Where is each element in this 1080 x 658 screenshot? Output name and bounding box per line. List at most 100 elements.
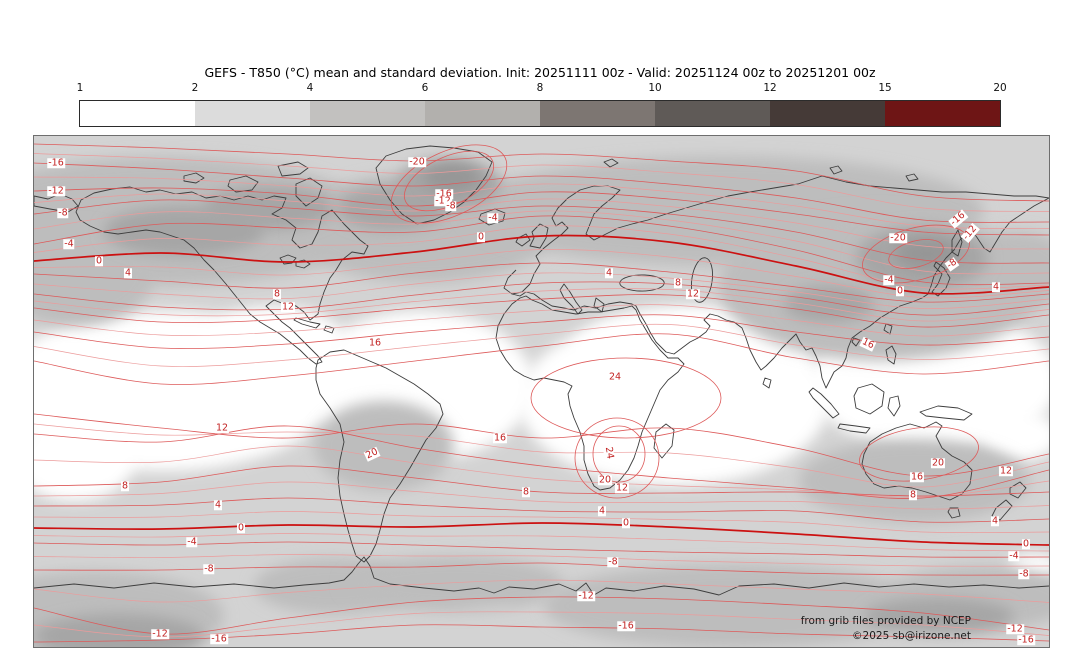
- page-title: GEFS - T850 (°C) mean and standard devia…: [204, 65, 876, 80]
- contour-label: -20: [408, 156, 426, 168]
- contour-line-minor: [34, 579, 1049, 603]
- contour-line: [34, 187, 1049, 236]
- coastline: [885, 345, 897, 365]
- contour-line-minor: [34, 481, 1049, 510]
- contour-label: -16: [210, 633, 228, 645]
- coastline: [295, 259, 311, 269]
- contour-line: [34, 281, 1049, 316]
- contour-line: [34, 333, 1049, 385]
- contour-line: [34, 465, 1049, 497]
- contour-line: [34, 624, 1049, 643]
- colorbar-segment: [885, 101, 1000, 126]
- contour-line: [34, 162, 1049, 223]
- contour-label: -12: [434, 195, 452, 207]
- contour-label: 12: [685, 288, 701, 300]
- contour-line-minor: [34, 554, 1049, 567]
- colorbar-segment: [770, 101, 885, 126]
- contour-label: -16: [617, 620, 635, 632]
- contour-label: -4: [1008, 550, 1020, 562]
- colorbar-segment: [540, 101, 655, 126]
- contour-line: [34, 199, 1049, 264]
- contour-line-minor: [34, 445, 1049, 498]
- contour-label: -4: [487, 212, 499, 224]
- contour-line: [34, 522, 1049, 546]
- coastline: [603, 158, 619, 168]
- coastline: [295, 177, 323, 207]
- coastline: [829, 165, 843, 175]
- contour-label: 4: [991, 281, 1001, 293]
- coastline: [227, 175, 259, 193]
- coastline: [991, 499, 1013, 521]
- contour-label: 24: [607, 371, 623, 383]
- contour-label: 4: [604, 267, 614, 279]
- colorbar-tick: 15: [878, 82, 892, 94]
- colorbar-tick: 20: [993, 82, 1007, 94]
- coastline: [947, 507, 961, 519]
- contour-label: 0: [236, 522, 246, 534]
- contour-label: -16: [1017, 634, 1035, 646]
- coastline: [883, 323, 893, 335]
- contour-label: -8: [1018, 568, 1030, 580]
- contour-line-minor: [34, 176, 1049, 229]
- contour-line: [34, 596, 1049, 635]
- coastline: [529, 223, 549, 249]
- contour-label: 4: [123, 267, 133, 279]
- contour-label: 12: [614, 482, 630, 494]
- contour-label: -8: [57, 207, 69, 219]
- colorbar-segment: [195, 101, 310, 126]
- contour-line-minor: [34, 153, 1049, 212]
- contour-line-minor: [34, 611, 1049, 638]
- contour-label: 12: [214, 422, 230, 434]
- attribution-copyright: ©2025 sb@irizone.net: [852, 630, 971, 642]
- contour-line: [34, 413, 1049, 477]
- coastline: [277, 161, 309, 177]
- contour-label: 12: [998, 465, 1014, 477]
- contour-label: 0: [476, 231, 486, 243]
- contour-line-minor: [34, 304, 1049, 337]
- coastline: [315, 349, 444, 563]
- colorbar-segment: [310, 101, 425, 126]
- contour-line-minor: [34, 249, 1049, 299]
- contour-label: 20: [930, 457, 946, 469]
- colorbar-segment: [425, 101, 540, 126]
- coastline: [905, 173, 919, 182]
- contour-line: [34, 562, 1049, 576]
- contour-line: [34, 425, 1049, 499]
- coastline: [919, 405, 973, 421]
- colorbar-tick: 1: [76, 82, 84, 94]
- contour-label: -8: [203, 563, 215, 575]
- colorbar-tick-row: 1 2 4 6 8 10 12 15 20: [0, 82, 1080, 96]
- contour-label: -16: [435, 188, 453, 200]
- contour-label: -12: [151, 628, 169, 640]
- contour-label: -12: [1006, 623, 1024, 635]
- contour-label: -4: [63, 238, 75, 250]
- contour-line: [34, 234, 1049, 295]
- contour-label: 8: [908, 489, 918, 501]
- colorbar-tick: 4: [306, 82, 314, 94]
- contour-line: [34, 215, 1049, 286]
- contour-loop: [403, 150, 495, 212]
- contour-label: 4: [597, 505, 607, 517]
- world-map: from grib files provided by NCEP ©2025 s…: [33, 135, 1050, 648]
- contour-label: -16: [47, 157, 65, 169]
- contour-label: 8: [673, 277, 683, 289]
- colorbar-tick: 12: [763, 82, 777, 94]
- coastline: [515, 233, 531, 247]
- contour-label: 8: [272, 288, 282, 300]
- colorbar-segment: [655, 101, 770, 126]
- contour-line-minor: [34, 423, 1049, 488]
- contour-line-minor: [34, 511, 1049, 534]
- contour-label: 20: [597, 474, 613, 486]
- contour-line: [34, 314, 1049, 349]
- contour-label: 8: [521, 486, 531, 498]
- contour-line-minor: [34, 288, 1049, 322]
- coastline: [653, 423, 675, 459]
- contour-line-minor: [34, 533, 1049, 552]
- contour-line: [34, 541, 1049, 558]
- contour-loop: [390, 144, 508, 224]
- contour-loop: [888, 239, 944, 269]
- coastline: [951, 229, 963, 257]
- contour-label: 0: [1021, 538, 1031, 550]
- attribution: from grib files provided by NCEP ©2025 s…: [801, 614, 971, 644]
